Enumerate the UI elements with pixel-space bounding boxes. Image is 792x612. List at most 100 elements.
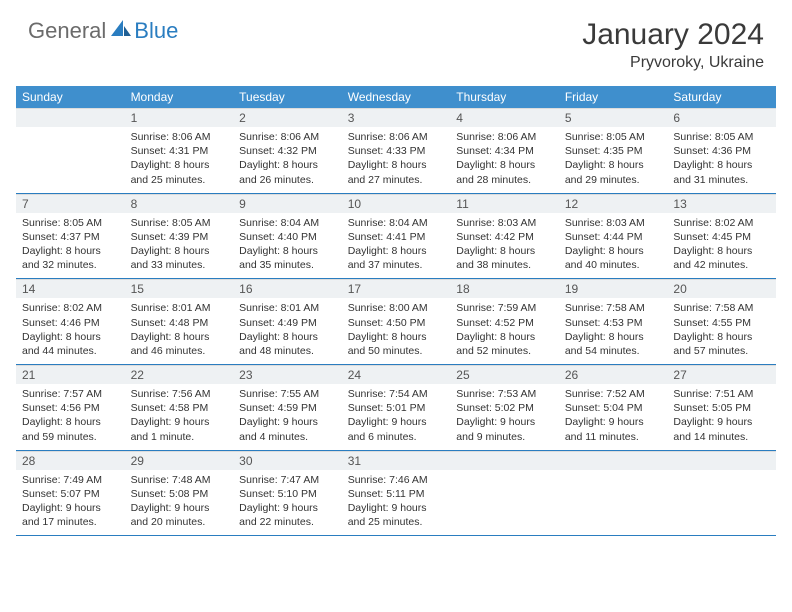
logo-sail-icon bbox=[110, 19, 132, 44]
sunrise: Sunrise: 8:05 AM bbox=[673, 130, 770, 144]
day-number: 15 bbox=[125, 279, 234, 298]
daylight: Daylight: 8 hours and 33 minutes. bbox=[131, 244, 228, 272]
day-cell: 6Sunrise: 8:05 AMSunset: 4:36 PMDaylight… bbox=[667, 108, 776, 193]
sunset: Sunset: 4:52 PM bbox=[456, 316, 553, 330]
day-cell: 10Sunrise: 8:04 AMSunset: 4:41 PMDayligh… bbox=[342, 194, 451, 279]
day-cell: 13Sunrise: 8:02 AMSunset: 4:45 PMDayligh… bbox=[667, 194, 776, 279]
day-cell: 15Sunrise: 8:01 AMSunset: 4:48 PMDayligh… bbox=[125, 279, 234, 364]
day-cell: 27Sunrise: 7:51 AMSunset: 5:05 PMDayligh… bbox=[667, 365, 776, 450]
day-body: Sunrise: 7:53 AMSunset: 5:02 PMDaylight:… bbox=[450, 384, 559, 450]
day-body: Sunrise: 8:06 AMSunset: 4:33 PMDaylight:… bbox=[342, 127, 451, 193]
day-body: Sunrise: 7:57 AMSunset: 4:56 PMDaylight:… bbox=[16, 384, 125, 450]
day-cell: 9Sunrise: 8:04 AMSunset: 4:40 PMDaylight… bbox=[233, 194, 342, 279]
day-number: 30 bbox=[233, 451, 342, 470]
month-title: January 2024 bbox=[582, 18, 764, 52]
daylight: Daylight: 8 hours and 29 minutes. bbox=[565, 158, 662, 186]
sunset: Sunset: 5:10 PM bbox=[239, 487, 336, 501]
daylight: Daylight: 8 hours and 35 minutes. bbox=[239, 244, 336, 272]
day-cell: 20Sunrise: 7:58 AMSunset: 4:55 PMDayligh… bbox=[667, 279, 776, 364]
sunset: Sunset: 4:31 PM bbox=[131, 144, 228, 158]
sunrise: Sunrise: 7:59 AM bbox=[456, 301, 553, 315]
sunrise: Sunrise: 7:54 AM bbox=[348, 387, 445, 401]
sunset: Sunset: 4:40 PM bbox=[239, 230, 336, 244]
day-cell: 8Sunrise: 8:05 AMSunset: 4:39 PMDaylight… bbox=[125, 194, 234, 279]
day-number: 18 bbox=[450, 279, 559, 298]
day-cell bbox=[559, 451, 668, 536]
day-cell bbox=[667, 451, 776, 536]
sunset: Sunset: 4:46 PM bbox=[22, 316, 119, 330]
sunrise: Sunrise: 7:58 AM bbox=[673, 301, 770, 315]
day-cell: 29Sunrise: 7:48 AMSunset: 5:08 PMDayligh… bbox=[125, 451, 234, 536]
day-body: Sunrise: 8:03 AMSunset: 4:42 PMDaylight:… bbox=[450, 213, 559, 279]
sunrise: Sunrise: 7:51 AM bbox=[673, 387, 770, 401]
sunset: Sunset: 4:45 PM bbox=[673, 230, 770, 244]
sunset: Sunset: 4:44 PM bbox=[565, 230, 662, 244]
sunrise: Sunrise: 7:48 AM bbox=[131, 473, 228, 487]
day-cell: 3Sunrise: 8:06 AMSunset: 4:33 PMDaylight… bbox=[342, 108, 451, 193]
daylight: Daylight: 8 hours and 42 minutes. bbox=[673, 244, 770, 272]
sunrise: Sunrise: 7:49 AM bbox=[22, 473, 119, 487]
day-body: Sunrise: 8:05 AMSunset: 4:37 PMDaylight:… bbox=[16, 213, 125, 279]
logo-general: General bbox=[28, 18, 106, 44]
sunrise: Sunrise: 7:56 AM bbox=[131, 387, 228, 401]
sunrise: Sunrise: 7:46 AM bbox=[348, 473, 445, 487]
daylight: Daylight: 9 hours and 11 minutes. bbox=[565, 415, 662, 443]
day-number: 17 bbox=[342, 279, 451, 298]
day-cell: 30Sunrise: 7:47 AMSunset: 5:10 PMDayligh… bbox=[233, 451, 342, 536]
day-cell: 31Sunrise: 7:46 AMSunset: 5:11 PMDayligh… bbox=[342, 451, 451, 536]
day-body: Sunrise: 8:05 AMSunset: 4:39 PMDaylight:… bbox=[125, 213, 234, 279]
day-body bbox=[16, 127, 125, 136]
day-body: Sunrise: 7:59 AMSunset: 4:52 PMDaylight:… bbox=[450, 298, 559, 364]
daylight: Daylight: 8 hours and 59 minutes. bbox=[22, 415, 119, 443]
sunrise: Sunrise: 8:04 AM bbox=[348, 216, 445, 230]
day-number: 25 bbox=[450, 365, 559, 384]
sunrise: Sunrise: 8:00 AM bbox=[348, 301, 445, 315]
day-number: 7 bbox=[16, 194, 125, 213]
daylight: Daylight: 8 hours and 32 minutes. bbox=[22, 244, 119, 272]
sunset: Sunset: 4:56 PM bbox=[22, 401, 119, 415]
logo: General Blue bbox=[28, 18, 178, 44]
sunrise: Sunrise: 8:06 AM bbox=[456, 130, 553, 144]
sunset: Sunset: 5:01 PM bbox=[348, 401, 445, 415]
day-number: 19 bbox=[559, 279, 668, 298]
sunrise: Sunrise: 7:47 AM bbox=[239, 473, 336, 487]
daylight: Daylight: 9 hours and 25 minutes. bbox=[348, 501, 445, 529]
day-number: 23 bbox=[233, 365, 342, 384]
location: Pryvoroky, Ukraine bbox=[582, 54, 764, 72]
day-body bbox=[559, 470, 668, 479]
daylight: Daylight: 8 hours and 25 minutes. bbox=[131, 158, 228, 186]
sunset: Sunset: 4:42 PM bbox=[456, 230, 553, 244]
day-number: 20 bbox=[667, 279, 776, 298]
daylight: Daylight: 9 hours and 1 minute. bbox=[131, 415, 228, 443]
day-body: Sunrise: 8:05 AMSunset: 4:35 PMDaylight:… bbox=[559, 127, 668, 193]
daylight: Daylight: 9 hours and 9 minutes. bbox=[456, 415, 553, 443]
day-body: Sunrise: 8:01 AMSunset: 4:48 PMDaylight:… bbox=[125, 298, 234, 364]
sunrise: Sunrise: 8:05 AM bbox=[131, 216, 228, 230]
day-number: 28 bbox=[16, 451, 125, 470]
day-number: 27 bbox=[667, 365, 776, 384]
sunset: Sunset: 4:37 PM bbox=[22, 230, 119, 244]
day-number bbox=[450, 451, 559, 470]
day-cell: 18Sunrise: 7:59 AMSunset: 4:52 PMDayligh… bbox=[450, 279, 559, 364]
sunset: Sunset: 4:41 PM bbox=[348, 230, 445, 244]
day-body: Sunrise: 8:02 AMSunset: 4:45 PMDaylight:… bbox=[667, 213, 776, 279]
daylight: Daylight: 9 hours and 22 minutes. bbox=[239, 501, 336, 529]
sunrise: Sunrise: 8:06 AM bbox=[239, 130, 336, 144]
sunset: Sunset: 4:48 PM bbox=[131, 316, 228, 330]
dow-thursday: Thursday bbox=[450, 86, 559, 108]
sunset: Sunset: 5:04 PM bbox=[565, 401, 662, 415]
day-cell: 25Sunrise: 7:53 AMSunset: 5:02 PMDayligh… bbox=[450, 365, 559, 450]
day-number bbox=[559, 451, 668, 470]
sunset: Sunset: 4:55 PM bbox=[673, 316, 770, 330]
daylight: Daylight: 9 hours and 4 minutes. bbox=[239, 415, 336, 443]
day-body: Sunrise: 7:47 AMSunset: 5:10 PMDaylight:… bbox=[233, 470, 342, 536]
day-body: Sunrise: 8:03 AMSunset: 4:44 PMDaylight:… bbox=[559, 213, 668, 279]
day-body: Sunrise: 7:51 AMSunset: 5:05 PMDaylight:… bbox=[667, 384, 776, 450]
day-body: Sunrise: 7:49 AMSunset: 5:07 PMDaylight:… bbox=[16, 470, 125, 536]
day-body: Sunrise: 8:04 AMSunset: 4:40 PMDaylight:… bbox=[233, 213, 342, 279]
day-body: Sunrise: 7:55 AMSunset: 4:59 PMDaylight:… bbox=[233, 384, 342, 450]
sunrise: Sunrise: 8:01 AM bbox=[239, 301, 336, 315]
day-number: 31 bbox=[342, 451, 451, 470]
day-cell: 14Sunrise: 8:02 AMSunset: 4:46 PMDayligh… bbox=[16, 279, 125, 364]
sunrise: Sunrise: 7:57 AM bbox=[22, 387, 119, 401]
